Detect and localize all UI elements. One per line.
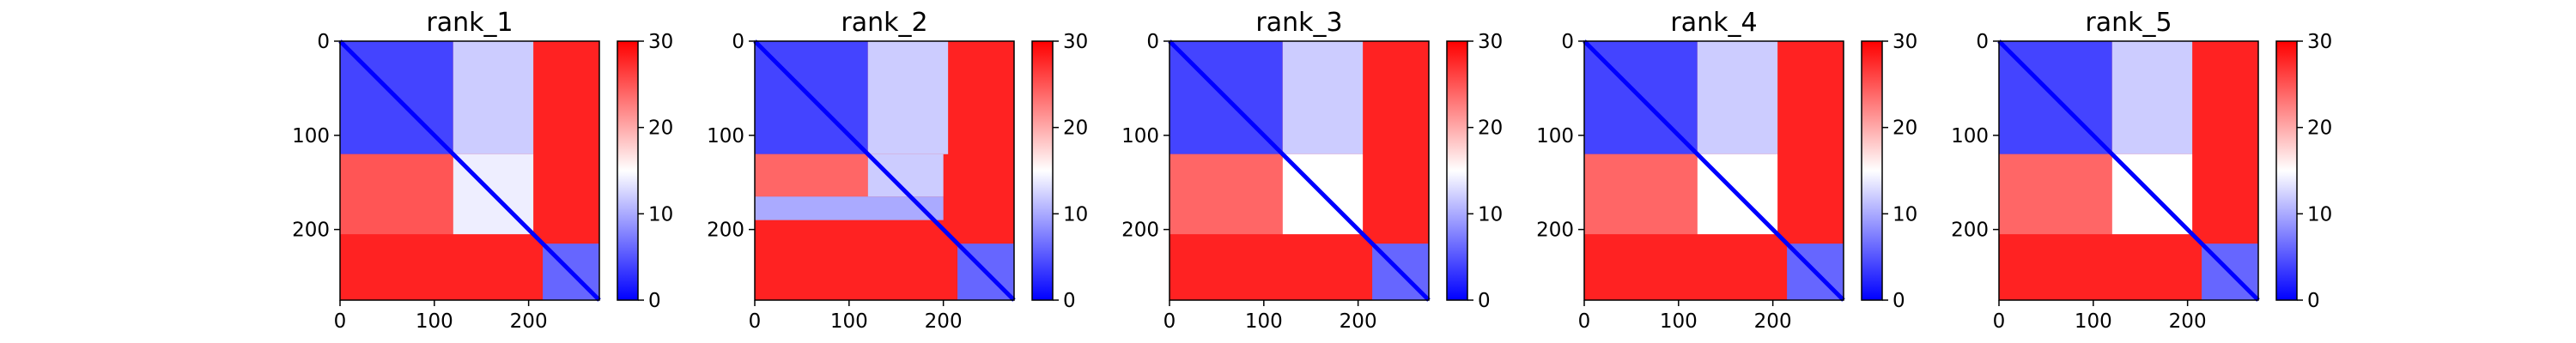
y-tick-label: 100 — [1536, 125, 1574, 147]
colorbar — [2275, 40, 2298, 301]
y-tick-label: 200 — [292, 220, 330, 242]
colorbar-tick-label: 0 — [1063, 290, 1076, 312]
heatmap-panel-1: rank_1 0 100 200 0 100 200 0 10 20 30 — [292, 8, 673, 333]
x-tick-label: 0 — [1578, 310, 1591, 333]
x-tick-label: 100 — [2075, 310, 2112, 333]
colorbar-tick-label: 10 — [2307, 203, 2332, 226]
plot-frame — [1169, 40, 1430, 301]
x-tick-label: 0 — [334, 310, 347, 333]
heatmap-panel-5: rank_5 0 100 200 0 100 200 0 10 20 30 — [1951, 8, 2332, 333]
heatmap-panel-2: rank_2 0 100 200 0 100 200 0 10 20 30 — [707, 8, 1088, 333]
y-tick-label: 100 — [1951, 125, 1989, 147]
x-tick-label: 200 — [2169, 310, 2207, 333]
colorbar-tick-label: 20 — [1893, 117, 1917, 140]
x-tick-label: 0 — [1993, 310, 2006, 333]
heatmap-cell-block — [2111, 41, 2193, 154]
x-tick-label: 100 — [1245, 310, 1283, 333]
plot-frame — [754, 40, 1015, 301]
x-tick-label: 100 — [416, 310, 453, 333]
colorbar-tick-label: 0 — [1478, 290, 1491, 312]
x-tick-label: 0 — [1163, 310, 1176, 333]
heatmap-cell-block — [1697, 41, 1778, 154]
colorbar-tick-label: 30 — [1063, 31, 1088, 53]
chart-title: rank_5 — [2085, 8, 2172, 38]
y-tick-label: 0 — [1976, 31, 1989, 53]
colorbar-tick-label: 30 — [1893, 31, 1917, 53]
colorbar-tick-label: 10 — [1478, 203, 1503, 226]
colorbar-tick-label: 0 — [648, 290, 661, 312]
chart-title: rank_4 — [1670, 8, 1757, 38]
heatmap-panel-4: rank_4 0 100 200 0 100 200 0 10 20 30 — [1536, 8, 1917, 333]
colorbar-tick-label: 30 — [1478, 31, 1503, 53]
heatmap-diagonal — [1168, 39, 1431, 302]
y-tick-label: 100 — [292, 125, 330, 147]
colorbar-tick-label: 0 — [1893, 290, 1905, 312]
heatmap-cell-block — [1584, 153, 1698, 235]
colorbar-tick-label: 20 — [1063, 117, 1088, 140]
colorbar — [617, 40, 639, 301]
x-tick-label: 200 — [510, 310, 548, 333]
colorbar-tick-label: 10 — [648, 203, 673, 226]
colorbar-tick-label: 20 — [2307, 117, 2332, 140]
heatmap-panel-3: rank_3 0 100 200 0 100 200 0 10 20 30 — [1121, 8, 1503, 333]
colorbar-tick-label: 30 — [648, 31, 673, 53]
y-tick-label: 100 — [1121, 125, 1159, 147]
heatmap-cell-block — [1170, 153, 1283, 235]
heatmap-diagonal — [338, 39, 601, 302]
chart-title: rank_2 — [841, 8, 927, 38]
plot-frame — [339, 40, 600, 301]
plot-frame — [1583, 40, 1844, 301]
heatmap-cell-block — [867, 41, 949, 154]
colorbar-tick-label: 20 — [648, 117, 673, 140]
colorbar-tick-label: 30 — [2307, 31, 2332, 53]
colorbar-tick-label: 0 — [2307, 290, 2320, 312]
y-tick-label: 100 — [707, 125, 744, 147]
heatmap-cell-block — [340, 153, 453, 235]
x-tick-label: 200 — [925, 310, 963, 333]
y-tick-label: 200 — [707, 220, 744, 242]
y-tick-label: 0 — [732, 31, 744, 53]
y-tick-label: 200 — [1121, 220, 1159, 242]
x-tick-label: 200 — [1754, 310, 1792, 333]
colorbar — [1861, 40, 1883, 301]
colorbar — [1446, 40, 1468, 301]
chart-title: rank_1 — [426, 8, 513, 38]
heatmap-cell-block — [1282, 41, 1364, 154]
y-tick-label: 200 — [1951, 220, 1989, 242]
chart-title: rank_3 — [1255, 8, 1342, 38]
y-tick-label: 0 — [317, 31, 330, 53]
x-tick-label: 100 — [1660, 310, 1698, 333]
colorbar-tick-label: 20 — [1478, 117, 1503, 140]
colorbar-tick-label: 10 — [1893, 203, 1917, 226]
heatmap-diagonal — [1583, 39, 1845, 302]
colorbar-tick-label: 10 — [1063, 203, 1088, 226]
heatmap-diagonal — [1997, 39, 2260, 302]
heatmap-cell-block — [453, 41, 534, 154]
colorbar — [1031, 40, 1054, 301]
heatmap-diagonal — [753, 39, 1016, 302]
plot-frame — [1998, 40, 2259, 301]
heatmap-cell-block — [755, 153, 868, 197]
x-tick-label: 200 — [1340, 310, 1377, 333]
heatmap-cell-block — [1999, 153, 2112, 235]
y-tick-label: 0 — [1146, 31, 1159, 53]
y-tick-label: 0 — [1561, 31, 1574, 53]
x-tick-label: 100 — [830, 310, 868, 333]
y-tick-label: 200 — [1536, 220, 1574, 242]
x-tick-label: 0 — [749, 310, 762, 333]
